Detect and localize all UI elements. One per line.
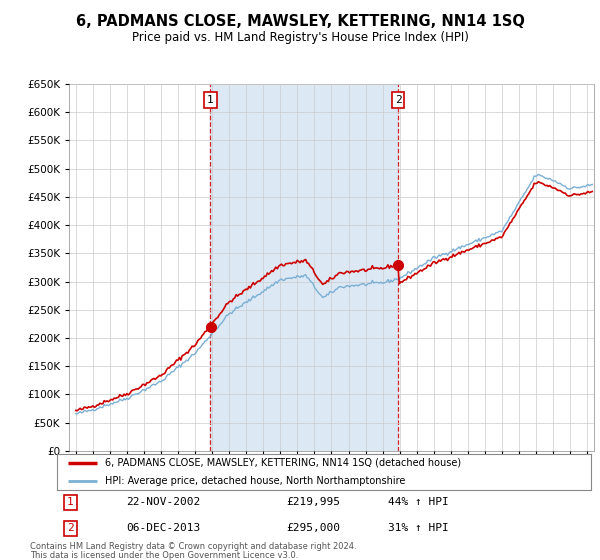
Text: 6, PADMANS CLOSE, MAWSLEY, KETTERING, NN14 1SQ (detached house): 6, PADMANS CLOSE, MAWSLEY, KETTERING, NN… — [105, 458, 461, 468]
Text: This data is licensed under the Open Government Licence v3.0.: This data is licensed under the Open Gov… — [30, 551, 298, 560]
Text: 2: 2 — [395, 95, 401, 105]
Text: 31% ↑ HPI: 31% ↑ HPI — [388, 524, 449, 534]
Text: £295,000: £295,000 — [287, 524, 341, 534]
Text: HPI: Average price, detached house, North Northamptonshire: HPI: Average price, detached house, Nort… — [105, 476, 406, 486]
Bar — [211, 84, 398, 451]
Text: 1: 1 — [67, 497, 74, 507]
Text: Price paid vs. HM Land Registry's House Price Index (HPI): Price paid vs. HM Land Registry's House … — [131, 31, 469, 44]
Text: 06-DEC-2013: 06-DEC-2013 — [127, 524, 200, 534]
Text: 6, PADMANS CLOSE, MAWSLEY, KETTERING, NN14 1SQ: 6, PADMANS CLOSE, MAWSLEY, KETTERING, NN… — [76, 14, 524, 29]
Text: 1: 1 — [207, 95, 214, 105]
Text: 22-NOV-2002: 22-NOV-2002 — [127, 497, 200, 507]
Text: Contains HM Land Registry data © Crown copyright and database right 2024.: Contains HM Land Registry data © Crown c… — [30, 542, 356, 551]
Text: £219,995: £219,995 — [287, 497, 341, 507]
Text: 44% ↑ HPI: 44% ↑ HPI — [388, 497, 449, 507]
Text: 2: 2 — [67, 524, 74, 534]
